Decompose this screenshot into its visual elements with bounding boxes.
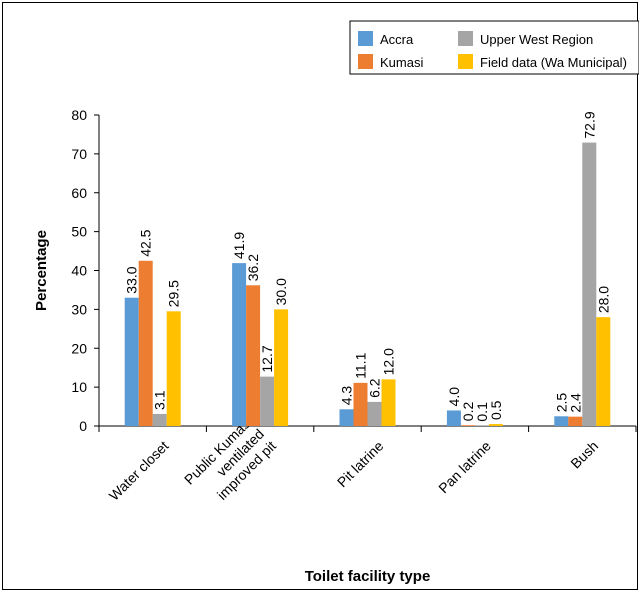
data-label: 72.9 bbox=[581, 111, 597, 138]
bar bbox=[260, 376, 275, 426]
axes: 0 10 20 30 40 50 60 70 80 Water closet Public Kuma… bbox=[71, 107, 637, 512]
bar bbox=[274, 309, 289, 426]
data-label: 0.5 bbox=[488, 400, 504, 420]
legend-label: Accra bbox=[380, 32, 414, 47]
y-tick-label: 20 bbox=[71, 340, 87, 356]
bar bbox=[166, 311, 181, 426]
y-axis-title: Percentage bbox=[33, 230, 50, 311]
data-label: 0.1 bbox=[474, 402, 490, 422]
y-tick-label: 80 bbox=[71, 107, 87, 123]
data-label: 33.0 bbox=[124, 266, 140, 293]
legend-label: Kumasi bbox=[380, 55, 423, 70]
data-label: 4.0 bbox=[446, 387, 462, 407]
bar bbox=[488, 424, 503, 426]
data-label: 30.0 bbox=[273, 278, 289, 305]
x-tick-label: Pan latrine bbox=[435, 437, 494, 496]
data-label: 6.2 bbox=[367, 378, 383, 398]
y-tick-label: 10 bbox=[71, 379, 87, 395]
bar bbox=[124, 297, 139, 426]
bar bbox=[568, 416, 583, 426]
legend: Accra Kumasi Upper West Region Field data (… bbox=[349, 20, 639, 75]
y-tick-label: 40 bbox=[71, 263, 87, 279]
data-label: 42.5 bbox=[138, 229, 154, 256]
data-label: 12.0 bbox=[381, 348, 397, 375]
y-tick-label: 60 bbox=[71, 185, 87, 201]
y-tick-label: 30 bbox=[71, 301, 87, 317]
y-tick-label: 70 bbox=[71, 146, 87, 162]
legend-box bbox=[349, 20, 639, 75]
bar bbox=[353, 382, 368, 426]
bar bbox=[246, 285, 261, 426]
data-label: 4.3 bbox=[339, 386, 355, 406]
x-tick-label: Bush bbox=[567, 438, 601, 472]
legend-label: Upper West Region bbox=[480, 32, 593, 47]
bar bbox=[446, 410, 461, 426]
data-labels: 33.0 41.9 4.3 4.0 2.5 42.5 36.2 11.1 0.2 2.4 3.1 12… bbox=[124, 111, 612, 421]
data-label: 36.2 bbox=[245, 254, 261, 281]
bar bbox=[381, 379, 396, 426]
x-tick-label: Public Kumasiventilatedimproved pit bbox=[181, 414, 279, 512]
legend-label: Field data (Wa Municipal) bbox=[480, 55, 627, 70]
legend-swatch bbox=[358, 31, 373, 46]
data-label: 12.7 bbox=[259, 345, 275, 372]
bar bbox=[232, 263, 247, 426]
data-label: 28.0 bbox=[595, 286, 611, 313]
data-label: 2.4 bbox=[567, 393, 583, 413]
legend-swatch bbox=[458, 31, 473, 46]
bars bbox=[124, 142, 611, 426]
legend-swatch bbox=[458, 54, 473, 69]
data-label: 41.9 bbox=[231, 232, 247, 259]
data-label: 29.5 bbox=[166, 280, 182, 307]
bar bbox=[367, 401, 382, 426]
bar bbox=[152, 413, 167, 426]
bar bbox=[339, 409, 354, 426]
data-label: 2.5 bbox=[553, 393, 569, 413]
y-tick-label: 50 bbox=[71, 224, 87, 240]
y-tick-label: 0 bbox=[79, 418, 87, 434]
data-label: 3.1 bbox=[152, 390, 168, 410]
x-tick-label: Pit latrine bbox=[334, 437, 387, 490]
bar bbox=[596, 317, 611, 426]
data-label: 11.1 bbox=[353, 352, 369, 378]
x-tick-label: Water closet bbox=[106, 438, 172, 504]
bar bbox=[554, 416, 569, 426]
data-label: 0.2 bbox=[460, 402, 476, 422]
bar-chart: 0 10 20 30 40 50 60 70 80 Water closet Public Kuma… bbox=[33, 20, 639, 585]
bar bbox=[138, 260, 153, 426]
bar bbox=[460, 425, 475, 426]
legend-swatch bbox=[358, 54, 373, 69]
bar bbox=[582, 142, 597, 426]
x-axis-title: Toilet facility type bbox=[305, 568, 431, 585]
